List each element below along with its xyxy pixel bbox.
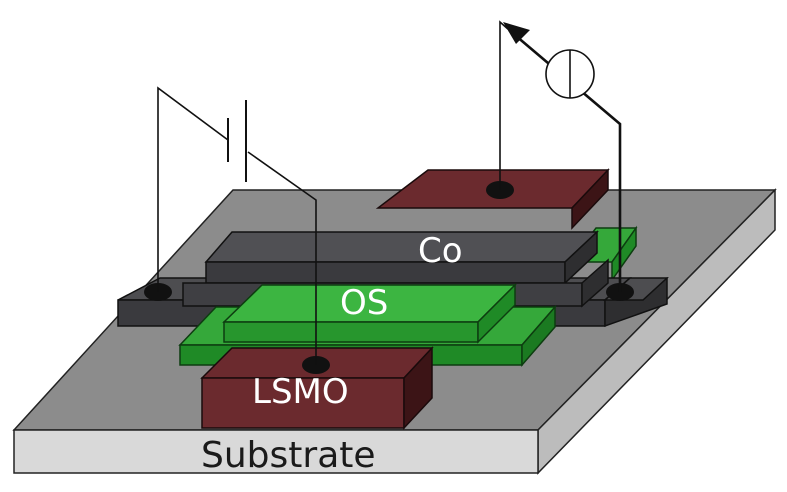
os-layer-upper-side bbox=[477, 283, 516, 344]
os-layer-lower-side bbox=[521, 304, 556, 368]
co-layer-top bbox=[204, 231, 599, 263]
battery-wire-right bbox=[247, 151, 317, 365]
co-layer-side bbox=[564, 230, 598, 285]
meter-circuit bbox=[499, 20, 622, 292]
lsmo-side bbox=[403, 346, 433, 430]
lsmo-label: LSMO bbox=[252, 372, 349, 412]
battery-circuit bbox=[157, 86, 317, 365]
os-layer-upper-front bbox=[223, 321, 479, 343]
substrate-label: Substrate bbox=[201, 435, 376, 476]
battery-wire-left bbox=[157, 86, 229, 292]
meter-wire-left bbox=[499, 20, 510, 190]
os-label: OS bbox=[340, 283, 388, 323]
co-layer-front bbox=[205, 261, 566, 284]
meter-wire-right bbox=[508, 29, 622, 292]
meter-arrow-head-icon bbox=[503, 22, 530, 44]
co-label: Co bbox=[418, 231, 463, 271]
substrate-front-face bbox=[13, 429, 539, 474]
